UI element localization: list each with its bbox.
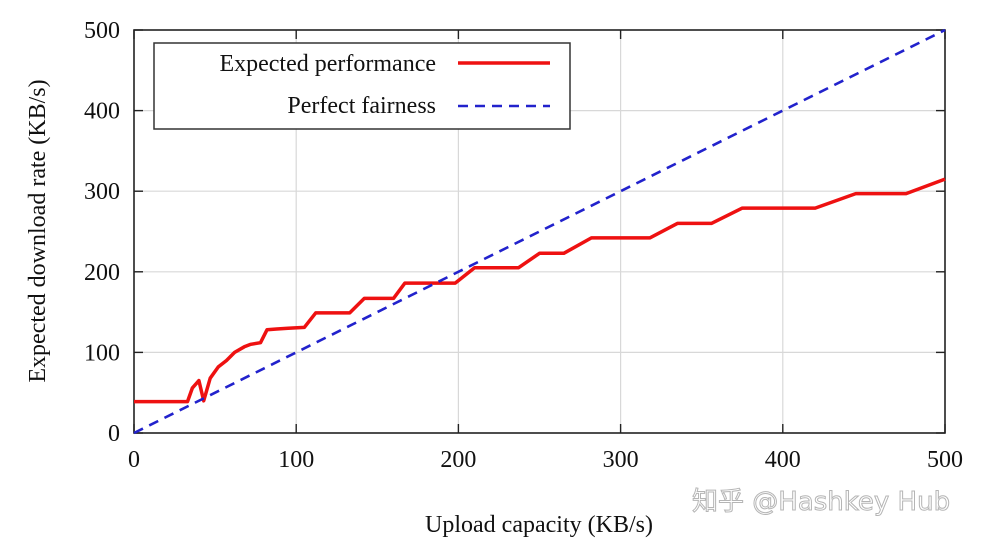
x-axis-label: Upload capacity (KB/s) bbox=[425, 512, 653, 538]
legend: Expected performance Perfect fairness bbox=[153, 42, 571, 130]
series-line-expected-performance bbox=[134, 177, 946, 404]
plot-frame bbox=[133, 29, 946, 434]
tick-labels: 0 100 200 300 400 500 0 100 200 300 400 500 bbox=[84, 18, 963, 473]
legend-label-expected-performance: Expected performance bbox=[219, 51, 436, 77]
legend-label-perfect-fairness: Perfect fairness bbox=[287, 93, 436, 119]
y-tick-label: 200 bbox=[84, 260, 120, 286]
series-line-perfect-fairness bbox=[133, 28, 946, 435]
series-group bbox=[133, 28, 946, 435]
x-tick-label: 0 bbox=[128, 447, 140, 473]
x-tick-label: 100 bbox=[278, 447, 314, 473]
x-tick-label: 300 bbox=[603, 447, 639, 473]
watermark: 知乎 @Hashkey Hub bbox=[692, 487, 950, 517]
legend-box bbox=[153, 42, 571, 130]
y-tick-label: 500 bbox=[84, 18, 120, 44]
y-axis-label: Expected download rate (KB/s) bbox=[25, 79, 51, 382]
axes bbox=[133, 29, 946, 434]
x-tick-label: 500 bbox=[927, 447, 963, 473]
x-tick-label: 400 bbox=[765, 447, 801, 473]
y-tick-label: 100 bbox=[84, 340, 120, 366]
y-tick-label: 0 bbox=[108, 421, 120, 447]
y-tick-label: 400 bbox=[84, 99, 120, 125]
y-tick-label: 300 bbox=[84, 179, 120, 205]
x-tick-label: 200 bbox=[440, 447, 476, 473]
